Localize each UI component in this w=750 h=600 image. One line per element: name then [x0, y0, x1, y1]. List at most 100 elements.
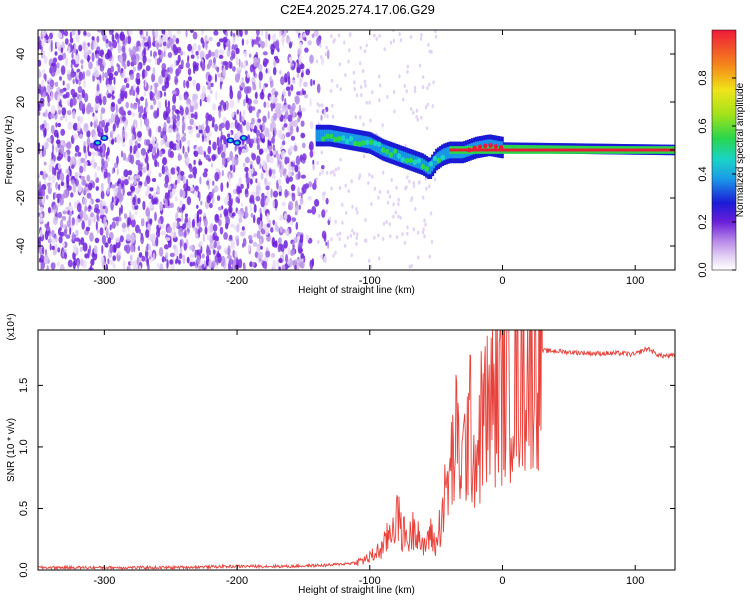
noise-blob [174, 75, 179, 86]
noise-blob [356, 210, 359, 215]
noise-blob [399, 215, 402, 220]
noise-blob [126, 266, 129, 270]
noise-blob [53, 154, 56, 162]
noise-blob [72, 231, 75, 241]
noise-blob [42, 30, 46, 37]
noise-blob [137, 64, 141, 71]
noise-blob [221, 49, 225, 55]
noise-blob [48, 174, 52, 182]
noise-blob [303, 81, 308, 88]
noise-blob [287, 90, 291, 97]
noise-blob [134, 60, 137, 66]
noise-blob [57, 67, 61, 75]
noise-blob [273, 96, 279, 105]
noise-blob [356, 232, 359, 237]
noise-blob [226, 133, 231, 138]
noise-blob [385, 220, 388, 224]
noise-blob [206, 37, 209, 42]
snr-point [654, 353, 656, 355]
noise-blob [210, 82, 214, 88]
noise-blob [144, 180, 148, 187]
snr-point [475, 458, 477, 460]
noise-blob [274, 221, 278, 232]
noise-blob [338, 186, 342, 190]
noise-blob [101, 158, 105, 167]
noise-blob [87, 151, 92, 157]
noise-blob [339, 87, 342, 92]
noise-blob [403, 240, 407, 245]
noise-blob [355, 93, 359, 98]
noise-blob [282, 228, 286, 234]
track-segment [445, 147, 449, 160]
noise-blobs [38, 30, 438, 270]
noise-blob [203, 212, 206, 217]
noise-blob [102, 32, 107, 42]
y-tick-label: -40 [15, 238, 27, 254]
snr-point [435, 545, 437, 547]
noise-blob [116, 197, 120, 203]
noise-blob [147, 223, 151, 228]
noise-blob [363, 154, 366, 159]
noise-blob [164, 198, 168, 209]
noise-blob [200, 60, 203, 68]
noise-blob [191, 261, 196, 267]
noise-blob [261, 31, 264, 37]
noise-blob [283, 240, 288, 249]
noise-blob [265, 185, 270, 191]
signal-patch [102, 136, 107, 140]
noise-blob [110, 65, 115, 73]
track-dot [348, 135, 354, 142]
noise-blob [234, 251, 238, 258]
noise-blob [264, 127, 270, 138]
snr-plot: -300 -200 -100 0 100 0.0 0.5 1.0 1.5 Height of st… [6, 313, 676, 596]
noise-blob [96, 53, 100, 59]
noise-blob [228, 234, 233, 240]
noise-blob [398, 32, 401, 37]
noise-blob [209, 130, 212, 137]
noise-blob [103, 171, 108, 179]
track-dot [396, 153, 402, 159]
noise-blob [214, 123, 219, 132]
noise-blob [311, 258, 315, 267]
noise-blob [99, 208, 105, 216]
noise-blob [234, 145, 237, 152]
noise-blob [406, 225, 409, 230]
colorbar-tick-label: 0.8 [697, 70, 709, 85]
noise-blob [351, 204, 354, 209]
noise-blob [298, 204, 302, 210]
noise-blob [71, 217, 76, 226]
noise-blob [55, 139, 61, 145]
noise-blob [270, 253, 276, 258]
noise-blob [341, 202, 344, 207]
noise-blob [349, 233, 353, 238]
noise-blob [117, 190, 122, 200]
noise-blob [259, 207, 262, 215]
noise-blob [229, 198, 233, 207]
noise-blob [168, 185, 172, 191]
noise-blob [156, 58, 161, 66]
noise-blob [424, 222, 427, 227]
noise-blob [394, 210, 397, 215]
noise-blob [174, 59, 177, 68]
snr-point [515, 378, 517, 380]
noise-blob [145, 229, 150, 239]
noise-blob [312, 162, 315, 171]
noise-blob [79, 133, 84, 140]
noise-blob [240, 61, 243, 69]
noise-blob [102, 54, 106, 63]
noise-blob [157, 218, 161, 224]
y-tick-label: 1.5 [18, 378, 30, 393]
noise-blob [194, 185, 199, 192]
x-tick-label: -100 [359, 575, 381, 587]
noise-blob [272, 144, 276, 151]
noise-blob [266, 223, 271, 228]
noise-blob [240, 202, 244, 207]
noise-blob [284, 110, 289, 120]
noise-blob [62, 242, 66, 247]
noise-blob [395, 235, 399, 240]
noise-blob [126, 60, 131, 67]
noise-blob [38, 180, 42, 189]
noise-blob [186, 196, 192, 206]
snr-point [661, 355, 663, 357]
noise-blob [53, 208, 57, 215]
